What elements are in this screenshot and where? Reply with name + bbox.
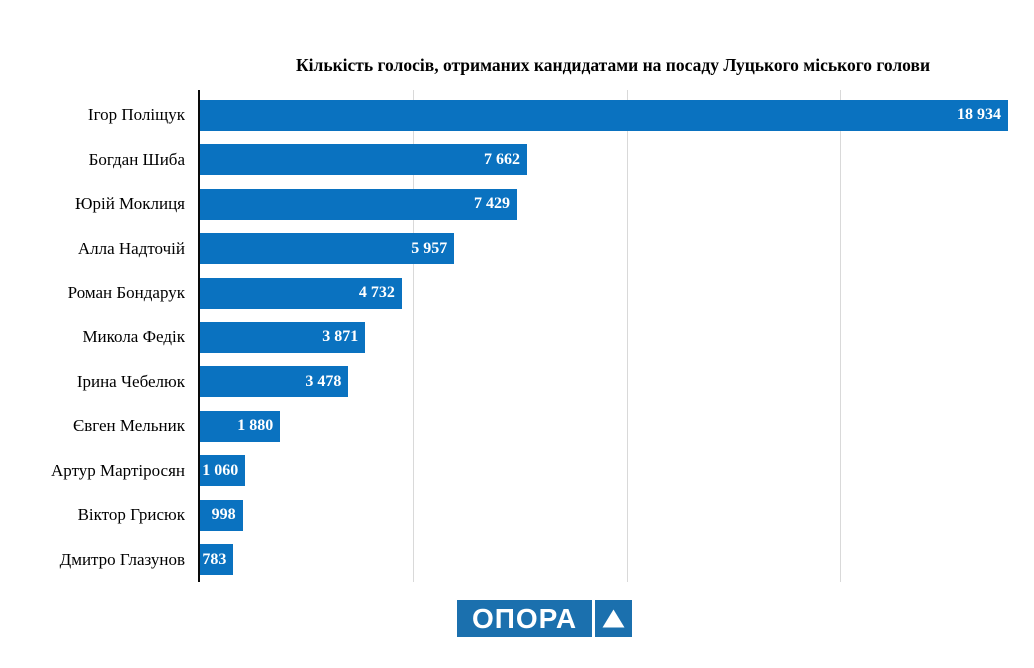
bar-row: Роман Бондарук 4 732 <box>68 271 1008 315</box>
bar: 7 429 <box>200 188 518 220</box>
bar-row: Віктор Грисюк 998 <box>78 493 1008 537</box>
bar-row: Дмитро Глазунов 783 <box>60 538 1008 582</box>
value-label: 7 429 <box>474 195 511 213</box>
value-label: 4 732 <box>358 284 395 302</box>
value-label: 783 <box>202 550 227 568</box>
category-label: Юрій Моклиця <box>75 194 185 214</box>
category-label: Віктор Грисюк <box>77 505 185 525</box>
bar: 4 732 <box>200 277 402 309</box>
value-label: 1 060 <box>202 461 239 479</box>
category-label: Алла Надточій <box>77 238 185 258</box>
bar-row: Юрій Моклиця 7 429 <box>75 182 1008 226</box>
opora-logo-triangle-icon <box>595 600 632 637</box>
bars-container: Ігор Поліщук 18 934 Богдан Шиба 7 662 Юрій М… <box>51 93 1008 582</box>
opora-logo-label: ОПОРА <box>471 602 578 634</box>
value-label: 1 880 <box>237 417 274 435</box>
bar: 5 957 <box>200 233 455 265</box>
value-label: 5 957 <box>411 239 448 257</box>
category-label: Богдан Шиба <box>88 149 185 169</box>
bar-row: Ігор Поліщук 18 934 <box>88 93 1008 137</box>
opora-logo: ОПОРА <box>457 600 632 637</box>
gridline <box>840 90 842 582</box>
bar: 18 934 <box>200 99 1008 131</box>
y-axis-line <box>198 90 200 582</box>
value-label: 7 662 <box>483 150 520 168</box>
opora-logo-text: ОПОРА <box>457 600 592 637</box>
value-label: 998 <box>211 506 236 524</box>
bar-row: Богдан Шиба 7 662 <box>89 137 1008 181</box>
bar-row: Микола Федік 3 871 <box>82 315 1008 359</box>
bar: 1 060 <box>200 455 246 487</box>
bar-row: Алла Надточій 5 957 <box>78 226 1008 270</box>
bar: 3 871 <box>200 321 366 353</box>
bar-row: Євген Мельник 1 880 <box>73 404 1008 448</box>
bar: 998 <box>200 499 243 531</box>
bar-row: Ірина Чебелюк 3 478 <box>77 360 1008 404</box>
bar: 783 <box>200 544 234 576</box>
category-label: Євген Мельник <box>72 416 185 436</box>
category-label: Ірина Чебелюк <box>76 371 185 391</box>
bar: 1 880 <box>200 410 281 442</box>
chart-title: Кількість голосів, отриманих кандидатами… <box>295 55 931 75</box>
bar: 3 478 <box>200 366 349 398</box>
value-label: 18 934 <box>957 106 1001 124</box>
category-label: Ігор Поліщук <box>87 105 185 125</box>
value-label: 3 871 <box>322 328 359 346</box>
category-label: Роман Бондарук <box>67 283 185 303</box>
value-label: 3 478 <box>305 372 342 390</box>
gridlines <box>200 90 1008 582</box>
bar: 7 662 <box>200 144 527 176</box>
gridline <box>413 90 415 582</box>
gridline <box>626 90 628 582</box>
plot-area: Ігор Поліщук 18 934 Богдан Шиба 7 662 Юрій М… <box>51 90 1008 582</box>
category-label: Дмитро Глазунов <box>59 549 185 569</box>
category-label: Микола Федік <box>82 327 185 347</box>
category-label: Артур Мартіросян <box>51 460 185 480</box>
bar-row: Артур Мартіросян 1 060 <box>51 449 1008 493</box>
